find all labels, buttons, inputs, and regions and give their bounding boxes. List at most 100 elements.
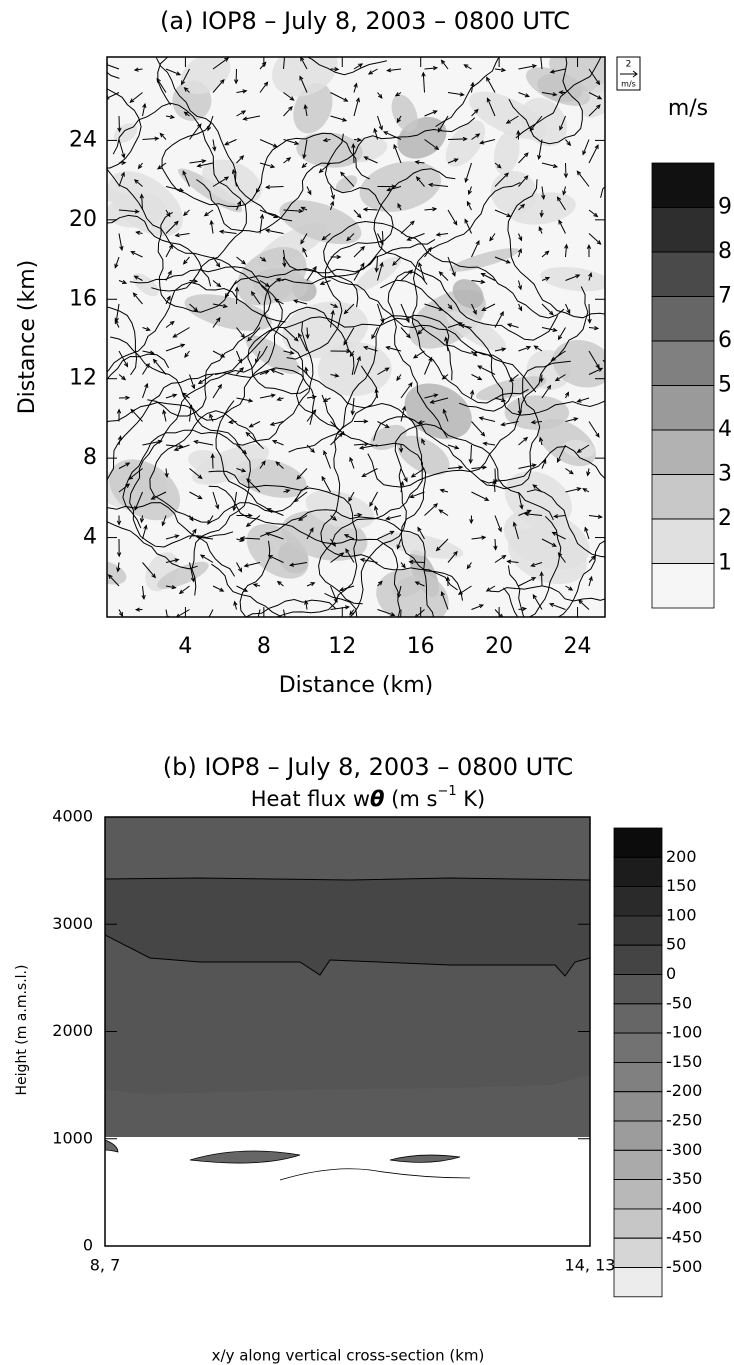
wind-arrowhead: [439, 488, 445, 493]
colorbar-label: -100: [666, 1023, 702, 1042]
wind-arrowhead: [238, 358, 243, 364]
wind-arrowhead: [332, 516, 338, 521]
wind-vector: [330, 303, 338, 308]
wind-vector: [565, 417, 578, 422]
wind-arrowhead: [433, 393, 439, 398]
colorbar-label: 0: [666, 964, 676, 983]
wind-arrowhead: [125, 395, 131, 400]
wind-vector: [400, 609, 402, 617]
wind-arrowhead: [132, 292, 138, 298]
wind-vector: [246, 478, 261, 493]
wind-vector: [374, 128, 378, 140]
wind-vector: [165, 115, 174, 118]
wind-vector: [299, 76, 308, 93]
wind-vector: [183, 256, 190, 265]
wind-vector: [249, 421, 261, 428]
wind-vector: [377, 530, 394, 540]
wind-arrowhead: [319, 281, 325, 286]
wind-arrowhead: [116, 567, 121, 573]
y-tick-label: 12: [69, 366, 97, 391]
y-tick-label: 4000: [52, 807, 93, 826]
contour-line: [515, 57, 602, 139]
wind-arrowhead: [553, 514, 559, 519]
wind-vector: [518, 397, 521, 415]
contour-line: [129, 266, 272, 417]
wind-arrowhead: [130, 251, 136, 256]
wind-arrowhead: [162, 409, 167, 415]
wind-arrowhead: [427, 246, 432, 252]
wind-arrowhead: [286, 157, 292, 162]
shade-blob: [540, 266, 605, 292]
shade-blob: [446, 311, 506, 351]
colorbar-box: [613, 886, 663, 917]
wind-vector: [479, 417, 496, 422]
wind-vector: [330, 538, 336, 547]
wind-arrowhead: [568, 586, 574, 591]
wind-vector: [245, 432, 261, 446]
wind-arrowhead: [532, 593, 537, 599]
wind-vector: [411, 468, 425, 478]
wind-vector: [471, 466, 487, 469]
wind-arrowhead: [523, 175, 529, 180]
wind-arrowhead: [239, 367, 245, 372]
wind-arrowhead: [174, 534, 180, 539]
wind-vector: [131, 251, 143, 258]
wind-arrowhead: [438, 509, 444, 514]
wind-arrowhead: [587, 318, 592, 324]
wind-vector: [220, 230, 237, 234]
wind-vector: [397, 585, 402, 598]
wind-vector: [165, 344, 185, 352]
contour-line: [122, 321, 314, 529]
wind-arrowhead: [145, 326, 151, 332]
wind-arrowhead: [384, 423, 390, 429]
wind-vector: [417, 527, 425, 540]
wind-vector: [344, 303, 355, 314]
wind-vector: [330, 432, 343, 446]
wind-vector: [465, 162, 472, 183]
wind-vector: [565, 303, 571, 314]
wind-arrowhead: [440, 590, 445, 597]
contour-line: [107, 306, 138, 376]
wind-vector: [118, 209, 139, 213]
wind-arrowhead: [396, 118, 401, 124]
wind-arrowhead: [121, 375, 127, 381]
wind-vector: [532, 594, 543, 610]
wind-arrowhead: [218, 229, 225, 234]
wind-arrowhead: [367, 70, 373, 75]
wind-vector: [576, 171, 590, 187]
wind-vector: [483, 442, 496, 446]
wind-vector: [212, 176, 229, 187]
wind-arrowhead: [116, 520, 122, 526]
wind-vector: [340, 172, 355, 187]
wind-arrowhead: [467, 189, 472, 196]
wind-vector: [108, 574, 120, 587]
wind-arrowhead: [438, 306, 444, 311]
wind-vector: [129, 92, 143, 103]
wind-vector: [236, 287, 238, 305]
wind-arrowhead: [183, 211, 188, 217]
wind-arrowhead: [432, 65, 439, 71]
wind-vector: [293, 299, 308, 305]
wind-vector: [182, 171, 190, 187]
wind-arrowhead: [438, 271, 444, 276]
wind-arrowhead: [412, 354, 418, 359]
wind-arrowhead: [300, 239, 305, 245]
wind-arrowhead: [307, 190, 312, 196]
wind-vector: [306, 444, 315, 453]
shade-blob: [475, 376, 547, 401]
wind-arrowhead: [531, 463, 537, 468]
wind-arrowhead: [383, 131, 389, 136]
wind-arrowhead: [517, 410, 522, 416]
wind-vector: [558, 552, 566, 563]
wind-vector: [471, 491, 489, 501]
wind-vector: [236, 327, 245, 338]
wind-vector: [330, 310, 334, 328]
wind-arrowhead: [415, 176, 421, 182]
wind-vector: [174, 444, 190, 451]
wind-arrowhead: [118, 611, 124, 617]
y-tick-label: 4: [83, 525, 97, 550]
wind-vector: [183, 209, 190, 216]
wind-vector: [151, 491, 167, 500]
shade-blob: [452, 279, 484, 309]
wind-vector: [345, 548, 355, 563]
